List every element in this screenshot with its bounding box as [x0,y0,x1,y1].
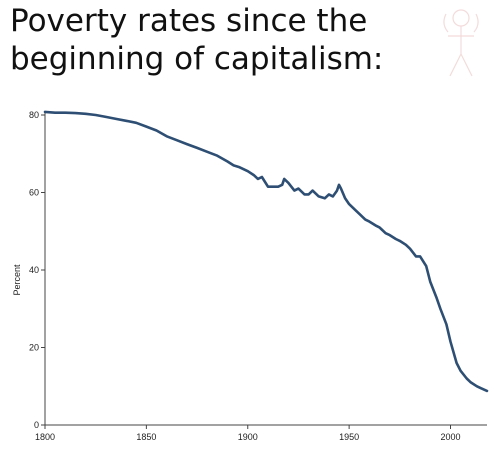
axes [44,111,487,426]
page-title-line-1: Poverty rates since the [10,3,368,39]
x-tick-label: 1900 [238,432,258,442]
series [43,110,489,393]
page-title-line-2: beginning of capitalism: [10,41,384,77]
y-tick-label: 0 [34,420,39,430]
page-title: Poverty rates since the beginning of cap… [10,2,490,78]
ticks: 0 20 40 60 80 1800 1850 1900 1950 2000 [29,110,461,442]
y-tick-label: 40 [29,265,39,275]
y-axis-label: Percent [12,264,22,296]
x-tick-label: 2000 [440,432,460,442]
x-tick-label: 1800 [35,432,55,442]
series-line [43,110,489,393]
x-tick-label: 1950 [339,432,359,442]
x-tick-label: 1850 [136,432,156,442]
y-tick-label: 20 [29,343,39,353]
y-tick-label: 60 [29,188,39,198]
watermark-sketch-icon [443,9,479,77]
y-tick-label: 80 [29,110,39,120]
